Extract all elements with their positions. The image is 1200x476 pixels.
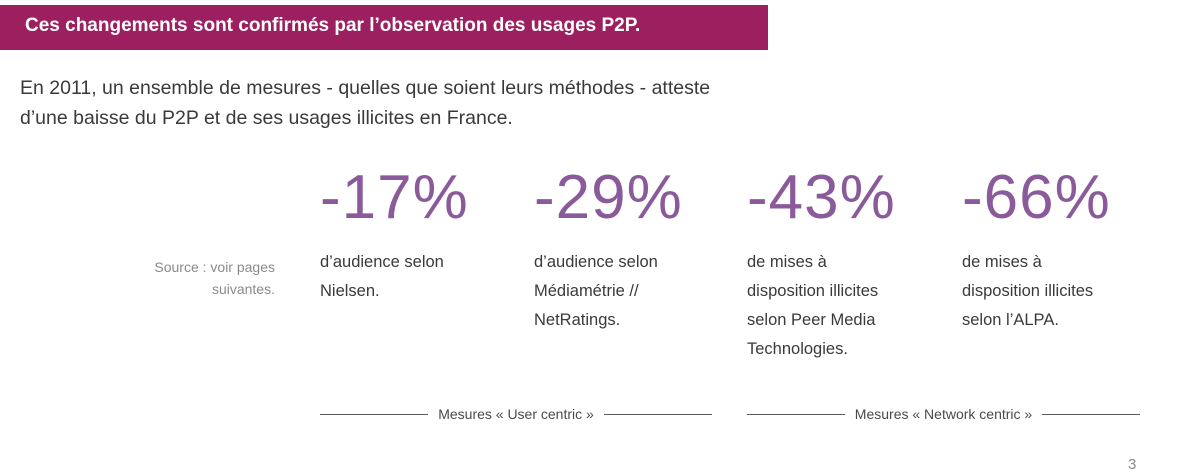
stat-description-line: NetRatings. [534,311,621,329]
source-line: suivantes. [211,281,275,297]
stat-value: -66% [962,163,1111,232]
intro-line: d’une baisse du P2P et de ses usages ill… [20,107,513,129]
stat-description: d’audience selon Médiamétrie // NetRatin… [534,248,734,335]
group-network-centric: Mesures « Network centric » [747,402,1140,426]
stat-alpa: -66% de mises à disposition illicites se… [962,160,1162,335]
stat-description-line: disposition illicites [962,282,1094,300]
intro-line: En 2011, un ensemble de mesures - quelle… [20,77,711,99]
stat-description: de mises à disposition illicites selon l… [962,248,1162,335]
stat-description-line: Nielsen. [320,282,380,300]
group-label: Mesures « Network centric » [854,406,1033,422]
stat-description-line: d’audience selon [534,253,658,271]
stat-description-line: d’audience selon [320,253,444,271]
stat-description-line: selon l’ALPA. [962,311,1059,329]
page-number: 3 [1128,456,1137,473]
stat-value: -17% [320,163,469,232]
divider-line [603,413,713,415]
stat-description: de mises à disposition illicites selon P… [747,248,947,364]
stat-description-line: selon Peer Media [747,311,876,329]
stat-peer-media: -43% de mises à disposition illicites se… [747,160,947,364]
stat-mediametrie: -29% d’audience selon Médiamétrie // Net… [534,160,734,335]
divider-line [320,413,429,415]
group-user-centric: Mesures « User centric » [320,402,713,426]
stat-description-line: Médiamétrie // [534,282,639,300]
source-line: Source : voir pages [154,259,275,275]
stat-description-line: Technologies. [747,340,848,358]
stat-description: d’audience selon Nielsen. [320,248,520,306]
stat-description-line: de mises à [747,253,827,271]
stat-description-line: de mises à [962,253,1042,271]
group-label: Mesures « User centric » [438,406,594,422]
section-banner: Ces changements sont confirmés par l’obs… [0,5,768,50]
divider-line [1042,413,1140,415]
intro-paragraph: En 2011, un ensemble de mesures - quelle… [20,73,880,133]
banner-title: Ces changements sont confirmés par l’obs… [25,15,641,36]
stat-description-line: disposition illicites [747,282,879,300]
source-note: Source : voir pages suivantes. [100,256,275,300]
stat-value: -43% [747,163,896,232]
stat-value: -29% [534,163,683,232]
divider-line [747,413,845,415]
stat-nielsen: -17% d’audience selon Nielsen. [320,160,520,306]
